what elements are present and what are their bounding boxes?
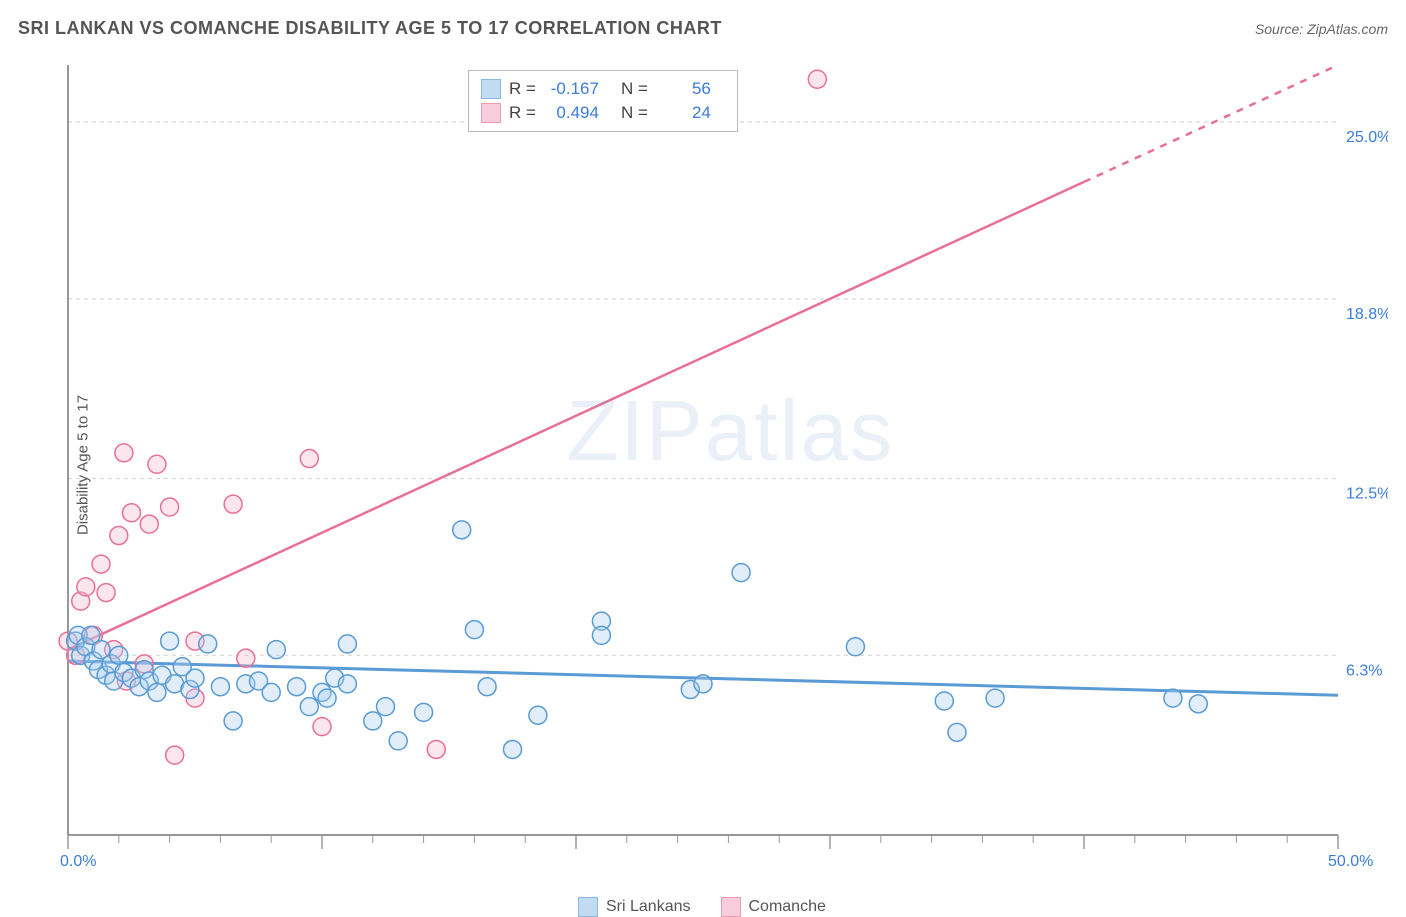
n-value: 24 [656,103,711,123]
r-label: R = [509,79,536,99]
legend-swatch [578,897,598,917]
stats-legend: R = -0.167 N = 56 R = 0.494 N = 24 [468,70,738,132]
legend-swatch [481,79,501,99]
r-value: 0.494 [544,103,599,123]
x-origin-label: 0.0% [60,853,96,871]
source-label: Source: ZipAtlas.com [1255,21,1388,37]
legend-item: Comanche [721,897,826,917]
n-label: N = [621,103,648,123]
stats-row: R = -0.167 N = 56 [481,77,725,101]
svg-text:18.8%: 18.8% [1346,306,1388,323]
legend-label: Sri Lankans [606,898,691,916]
x-end-label: 50.0% [1328,853,1373,871]
svg-text:12.5%: 12.5% [1346,486,1388,503]
legend-item: Sri Lankans [578,897,691,917]
y-axis-label: Disability Age 5 to 17 [75,394,92,534]
n-value: 56 [656,79,711,99]
n-label: N = [621,79,648,99]
svg-text:25.0%: 25.0% [1346,129,1388,146]
legend-swatch [721,897,741,917]
correlation-chart: 6.3% 12.5% 18.8% 25.0% [18,55,1388,875]
r-value: -0.167 [544,79,599,99]
chart-title: SRI LANKAN VS COMANCHE DISABILITY AGE 5 … [18,18,722,39]
legend-swatch [481,103,501,123]
svg-text:6.3%: 6.3% [1346,662,1382,679]
stats-row: R = 0.494 N = 24 [481,101,725,125]
r-label: R = [509,103,536,123]
series-legend: Sri Lankans Comanche [578,897,826,917]
legend-label: Comanche [749,898,826,916]
